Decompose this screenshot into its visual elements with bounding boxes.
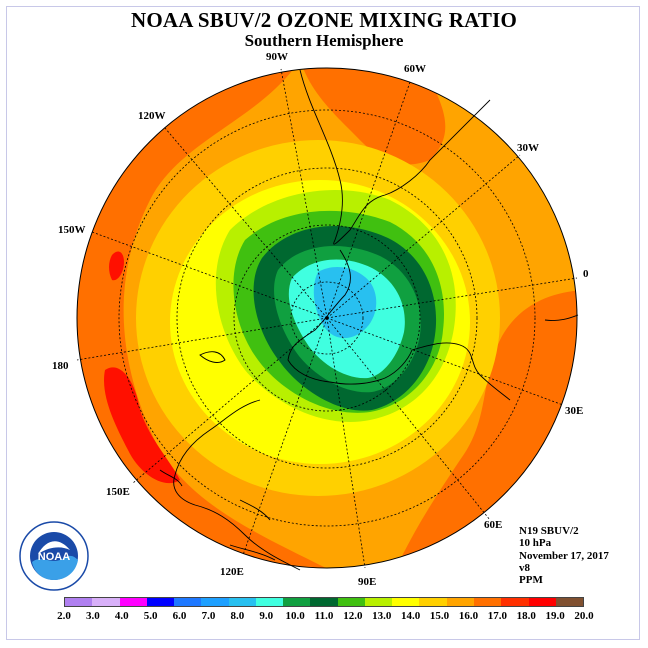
lon-label-90e: 90E <box>358 576 377 588</box>
scale-tick-label: 19.0 <box>545 610 565 622</box>
lon-label-180: 180 <box>52 360 69 372</box>
scale-swatch <box>337 598 365 606</box>
scale-tick-label: 12.0 <box>343 610 363 622</box>
scale-swatch <box>92 598 120 606</box>
scale-swatch <box>392 598 420 606</box>
scale-tick-label: 20.0 <box>574 610 594 622</box>
scale-tick-label: 6.0 <box>172 610 187 622</box>
info-version: v8 <box>519 561 530 574</box>
lon-label-60w: 60W <box>404 63 426 75</box>
scale-swatch <box>255 598 284 606</box>
scale-swatch <box>446 598 474 606</box>
lon-label-120w: 120W <box>138 110 166 122</box>
color-scale-labels: 2.0 3.0 4.0 5.0 6.0 7.0 8.0 9.0 10.0 11.0 12.0 13.0… <box>0 610 648 624</box>
lon-label-30w: 30W <box>517 142 539 154</box>
page-title: NOAA SBUV/2 OZONE MIXING RATIO <box>131 8 517 32</box>
scale-swatch <box>501 598 529 606</box>
scale-swatch <box>146 598 175 606</box>
page-subtitle: Southern Hemisphere <box>244 31 404 50</box>
scale-swatch <box>174 598 202 606</box>
scale-swatch <box>419 598 447 606</box>
lon-label-0: 0 <box>583 268 589 280</box>
grid-lines <box>76 68 578 569</box>
scale-swatch <box>119 598 147 606</box>
field-dark-orange-west <box>77 68 330 568</box>
lon-label-90w: 90W <box>266 51 288 63</box>
lon-label-150w: 150W <box>58 224 86 236</box>
scale-swatch <box>283 598 311 606</box>
lon-label-30e: 30E <box>565 405 584 417</box>
info-block: N19 SBUV/2 10 hPa November 17, 2017 v8 P… <box>519 525 609 586</box>
info-units: PPM <box>519 574 543 587</box>
scale-tick-label: 10.0 <box>285 610 305 622</box>
page-frame <box>6 6 640 640</box>
field-light-blue <box>313 267 377 339</box>
lon-label-120e: 120E <box>220 566 244 578</box>
noaa-logo: NOAA <box>19 521 89 591</box>
scale-swatch <box>65 598 93 606</box>
scale-tick-label: 14.0 <box>401 610 421 622</box>
ozone-field <box>77 68 577 568</box>
field-red-spot <box>109 251 124 281</box>
scale-tick-label: 18.0 <box>516 610 536 622</box>
lon-label-60e: 60E <box>484 519 503 531</box>
scale-tick-label: 13.0 <box>372 610 392 622</box>
scale-swatch <box>228 598 256 606</box>
scale-swatch <box>555 598 584 606</box>
scale-tick-label: 15.0 <box>429 610 450 622</box>
info-satellite: N19 SBUV/2 <box>519 525 579 537</box>
coastlines <box>159 69 579 571</box>
scale-tick-label: 11.0 <box>314 610 334 622</box>
logo-text: NOAA <box>38 551 70 563</box>
info-date: November 17, 2017 <box>519 549 609 562</box>
scale-swatch <box>473 598 502 606</box>
scale-tick-label: 2.0 <box>57 610 71 622</box>
scale-swatch <box>528 598 556 606</box>
lon-label-150e: 150E <box>106 486 130 498</box>
scale-tick-label: 8.0 <box>230 610 245 622</box>
map-border <box>76 67 578 569</box>
scale-tick-label: 9.0 <box>259 610 274 622</box>
scale-swatch <box>364 598 393 606</box>
scale-swatch <box>310 598 338 606</box>
color-scale-bar <box>64 597 584 607</box>
info-level: 10 hPa <box>519 537 552 550</box>
field-red-west <box>104 367 180 484</box>
scale-tick-label: 3.0 <box>86 610 100 622</box>
scale-tick-label: 4.0 <box>114 610 129 622</box>
scale-swatch <box>201 598 229 606</box>
scale-tick-label: 5.0 <box>143 610 158 622</box>
scale-tick-label: 16.0 <box>458 610 479 622</box>
scale-tick-label: 7.0 <box>201 610 216 622</box>
scale-tick-label: 17.0 <box>487 610 507 622</box>
